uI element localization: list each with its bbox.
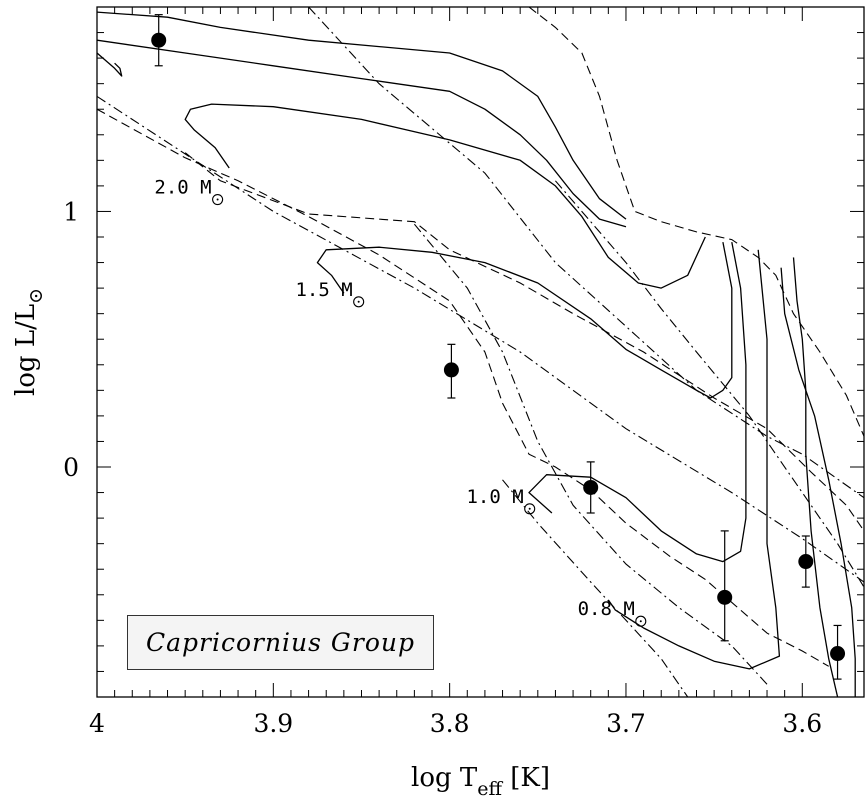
track-line-2 bbox=[97, 39, 627, 228]
mass-label-0: 2.0 M bbox=[154, 177, 224, 206]
sun-symbol-dot bbox=[639, 620, 642, 623]
x-tick-label: 3.7 bbox=[606, 709, 646, 738]
sun-symbol-dot bbox=[357, 300, 360, 303]
sun-symbol-icon bbox=[635, 615, 647, 627]
track-line-1 bbox=[97, 52, 123, 77]
axes: 4 3.9 3.8 3.7 3.6 0 1 log Teff [K] log L/L⊙ bbox=[11, 6, 865, 796]
group-label-box: Capricornius Group bbox=[127, 615, 434, 670]
star-marker bbox=[830, 646, 846, 662]
star-point-4 bbox=[798, 535, 814, 588]
star-point-3 bbox=[717, 530, 733, 642]
track-line-4 bbox=[316, 241, 733, 399]
isochrone-line-0 bbox=[308, 7, 864, 499]
isochrone-line-3 bbox=[413, 223, 768, 685]
sun-symbol-dot bbox=[528, 507, 531, 510]
boundary-line-1 bbox=[184, 152, 864, 532]
x-tick-label: 3.6 bbox=[782, 709, 822, 738]
boundary-line-2 bbox=[528, 7, 864, 437]
boundary-line-0 bbox=[97, 108, 829, 667]
track-line-7 bbox=[792, 257, 839, 697]
mass-label-text: 1.5 M bbox=[295, 279, 352, 301]
mass-label-3: 0.8 M bbox=[578, 598, 647, 627]
y-axis-label: log L/L⊙ bbox=[11, 288, 47, 396]
mass-label-1: 1.5 M bbox=[295, 279, 365, 308]
mass-label-text: 0.8 M bbox=[578, 598, 635, 620]
star-point-2 bbox=[583, 461, 599, 514]
track-line-6 bbox=[607, 249, 781, 670]
star-marker bbox=[583, 479, 599, 495]
x-tick-label: 3.9 bbox=[253, 709, 293, 738]
sun-symbol-dot bbox=[216, 198, 219, 201]
track-line-8 bbox=[780, 267, 856, 697]
evolutionary-tracks bbox=[97, 11, 856, 697]
isochrone-line-1 bbox=[97, 95, 864, 583]
plot-frame bbox=[96, 6, 865, 698]
sun-symbol-icon bbox=[353, 296, 365, 308]
track-line-3 bbox=[184, 103, 706, 289]
mass-label-text: 2.0 M bbox=[154, 177, 211, 199]
track-line-0 bbox=[97, 11, 627, 220]
group-label: Capricornius Group bbox=[145, 628, 416, 657]
x-tick-label: 4 bbox=[89, 709, 105, 738]
x-axis-label: log Teff [K] bbox=[411, 763, 550, 796]
star-point-0 bbox=[151, 14, 167, 67]
isochrone-line-2 bbox=[554, 180, 864, 588]
mass-label-2: 1.0 M bbox=[466, 486, 536, 515]
stars bbox=[151, 14, 846, 680]
isochrone-line-4 bbox=[502, 479, 689, 697]
star-point-5 bbox=[830, 624, 846, 680]
track-line-5 bbox=[528, 241, 747, 563]
star-point-1 bbox=[443, 343, 459, 399]
y-tick-label: 0 bbox=[63, 453, 79, 482]
star-marker bbox=[798, 554, 814, 570]
sun-symbol-icon bbox=[524, 503, 536, 515]
y-tick-label: 1 bbox=[63, 197, 79, 226]
x-tick-label: 3.8 bbox=[430, 709, 470, 738]
star-marker bbox=[717, 589, 733, 605]
mass-labels: 2.0 M 1.5 M 1.0 M 0.8 M bbox=[154, 177, 647, 627]
region-boundaries bbox=[97, 7, 864, 667]
sun-symbol-icon bbox=[212, 194, 224, 206]
star-marker bbox=[443, 362, 459, 378]
mass-label-text: 1.0 M bbox=[466, 486, 523, 508]
isochrones bbox=[97, 7, 864, 697]
star-marker bbox=[151, 32, 167, 48]
